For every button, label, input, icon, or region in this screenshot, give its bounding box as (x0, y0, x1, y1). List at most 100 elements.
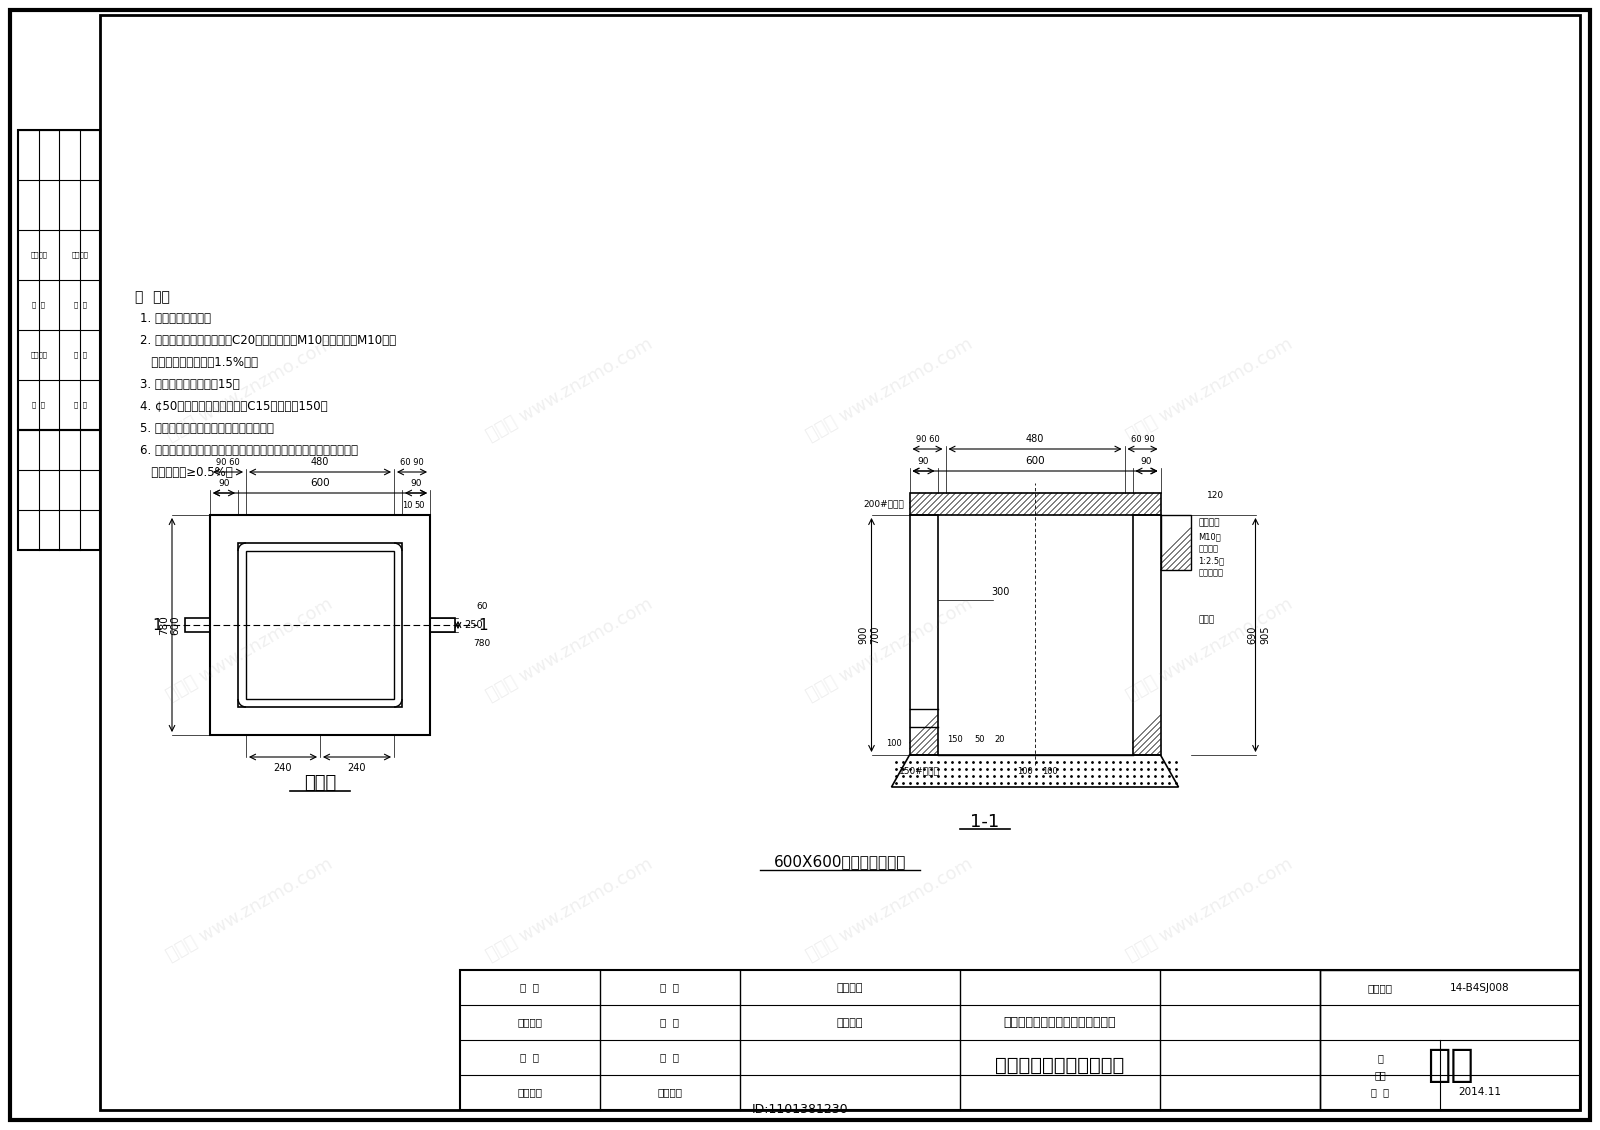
Text: 600: 600 (1026, 457, 1045, 466)
Text: 1: 1 (478, 617, 488, 633)
Text: 设  计: 设 计 (74, 351, 86, 358)
Text: 780: 780 (474, 638, 491, 647)
Text: 3. 砖保护层厚度，取为15。: 3. 砖保护层厚度，取为15。 (141, 379, 240, 391)
Text: 知末网 www.znzmo.com: 知末网 www.znzmo.com (1123, 334, 1296, 445)
Text: 20: 20 (995, 736, 1005, 745)
Text: 1-1: 1-1 (970, 812, 1000, 831)
Text: 支架穿钉: 支架穿钉 (1198, 519, 1221, 528)
Text: M10支: M10支 (1198, 532, 1221, 541)
Text: 100: 100 (1042, 767, 1058, 776)
Text: 600: 600 (170, 615, 179, 635)
Text: 150: 150 (947, 736, 963, 745)
Text: 90: 90 (410, 479, 422, 488)
Text: 1. 尺寸单位，毫米。: 1. 尺寸单位，毫米。 (141, 312, 211, 325)
Text: 690: 690 (1248, 626, 1258, 644)
Text: 方案设计: 方案设计 (658, 1087, 683, 1097)
Text: 砂浆砌砖底: 砂浆砌砖底 (1198, 568, 1224, 577)
Bar (1320, 970, 1581, 1110)
Text: 知末网 www.znzmo.com: 知末网 www.znzmo.com (803, 596, 976, 705)
Text: 10: 10 (402, 501, 413, 510)
Bar (246, 551, 394, 699)
Text: 校  对: 校 对 (661, 982, 680, 992)
Text: 某镇工业路、内环路路灯安装工程: 某镇工业路、内环路路灯安装工程 (1003, 1017, 1117, 1029)
Text: 60 90: 60 90 (400, 458, 424, 467)
Bar (210, 515, 430, 734)
Text: 5. 地基开挖后若遇软弱土层应进行处理。: 5. 地基开挖后若遇软弱土层应进行处理。 (141, 421, 274, 435)
Text: 50: 50 (414, 501, 426, 510)
Text: 90: 90 (218, 479, 230, 488)
Text: 50: 50 (974, 736, 986, 745)
Text: 审  核: 审 核 (520, 1052, 539, 1062)
Text: 1: 1 (152, 617, 162, 633)
Bar (18, 130, 99, 431)
Text: 600: 600 (310, 478, 330, 488)
Text: 设  计: 设 计 (661, 1017, 680, 1027)
Text: 知末网 www.znzmo.com: 知末网 www.znzmo.com (803, 334, 976, 445)
Bar (186, 618, 210, 632)
Bar (18, 431, 99, 550)
Text: 6. 路灯井排水管截面接入雨水干管管道套并或衔接雨水支管连接井，: 6. 路灯井排水管截面接入雨水干管管道套并或衔接雨水支管连接井， (141, 444, 358, 457)
Bar (238, 544, 402, 707)
Text: 905: 905 (1261, 626, 1270, 644)
Text: 知末网 www.znzmo.com: 知末网 www.znzmo.com (1123, 596, 1296, 705)
Text: 知末网 www.znzmo.com: 知末网 www.znzmo.com (483, 596, 656, 705)
Text: 专业负责: 专业负责 (30, 252, 48, 259)
Text: 90 60: 90 60 (915, 435, 939, 444)
Text: 拉力环: 拉力环 (1198, 616, 1214, 625)
Text: ID:1101381230: ID:1101381230 (752, 1103, 848, 1116)
Text: 项目名称: 项目名称 (837, 1018, 864, 1028)
Text: 排水管坡度≥0.5%。: 排水管坡度≥0.5%。 (141, 466, 232, 479)
Text: 项目负责: 项目负责 (30, 351, 48, 358)
Text: 200#混凝土: 200#混凝土 (864, 499, 904, 508)
Bar (909, 493, 1160, 515)
Text: 日  期: 日 期 (1371, 1087, 1389, 1097)
Text: 1:2.5水: 1:2.5水 (1198, 556, 1224, 565)
Text: 90: 90 (1141, 457, 1152, 466)
Text: 2. 材料：砖墙度等级，均为C20，砖井壁采用M10水泥砂浆砌M10砖，: 2. 材料：砖墙度等级，均为C20，砖井壁采用M10水泥砂浆砌M10砖， (141, 334, 397, 347)
Text: 250: 250 (464, 620, 483, 631)
Text: 专业负责: 专业负责 (517, 1087, 542, 1097)
Text: 制  图: 制 图 (74, 302, 86, 308)
Text: 建设单位: 建设单位 (837, 983, 864, 993)
Text: 780: 780 (158, 615, 170, 635)
Text: 平面图: 平面图 (304, 774, 336, 792)
Bar (1133, 515, 1160, 755)
Text: 知末网 www.znzmo.com: 知末网 www.znzmo.com (163, 855, 336, 965)
Text: 120: 120 (1206, 492, 1224, 501)
Text: 审  定: 审 定 (520, 982, 539, 992)
Text: 知末: 知末 (1427, 1046, 1474, 1084)
Text: 2014.11: 2014.11 (1459, 1087, 1501, 1097)
Bar (1160, 515, 1190, 570)
Text: 知末网 www.znzmo.com: 知末网 www.znzmo.com (163, 334, 336, 445)
Text: 知末网 www.znzmo.com: 知末网 www.znzmo.com (483, 334, 656, 445)
Text: 路灯手孔井大样图（一）: 路灯手孔井大样图（一） (995, 1055, 1125, 1075)
Text: 比例: 比例 (1374, 1070, 1386, 1080)
Text: 方案设计: 方案设计 (72, 252, 88, 259)
Text: 知末网 www.znzmo.com: 知末网 www.znzmo.com (1123, 855, 1296, 965)
Text: 知末网 www.znzmo.com: 知末网 www.znzmo.com (163, 596, 336, 705)
Text: 说  明：: 说 明： (134, 290, 170, 304)
Bar (461, 970, 1581, 1110)
Text: 90 60: 90 60 (216, 458, 240, 467)
Text: 300: 300 (990, 586, 1010, 597)
Bar (430, 618, 454, 632)
Text: 制  图: 制 图 (661, 1052, 680, 1062)
Text: 240: 240 (347, 763, 366, 773)
Bar (909, 515, 938, 755)
Text: 60 90: 60 90 (1131, 435, 1154, 444)
Text: 业务编号: 业务编号 (1368, 983, 1392, 993)
Text: 100: 100 (886, 739, 901, 748)
Text: 审  定: 审 定 (32, 401, 45, 408)
Text: 100: 100 (1018, 767, 1034, 776)
Text: 知末网 www.znzmo.com: 知末网 www.znzmo.com (803, 855, 976, 965)
Text: 600X600直通路灯拉线井: 600X600直通路灯拉线井 (774, 854, 906, 869)
Text: 150#混凝土: 150#混凝土 (899, 766, 941, 775)
Text: 14-B4SJ008: 14-B4SJ008 (1450, 983, 1510, 993)
Text: 480: 480 (310, 457, 330, 467)
Text: 页: 页 (1378, 1053, 1382, 1063)
Text: 900: 900 (859, 626, 869, 644)
Text: 700: 700 (870, 626, 880, 644)
Text: 井底和排水管方向刷1.5%坡。: 井底和排水管方向刷1.5%坡。 (141, 356, 258, 370)
Text: 4. ¢50排水管插入砖墙部分做C15砼钢圈厚150。: 4. ¢50排水管插入砖墙部分做C15砼钢圈厚150。 (141, 400, 328, 412)
Text: 砂浆砌砖: 砂浆砌砖 (1198, 545, 1219, 554)
